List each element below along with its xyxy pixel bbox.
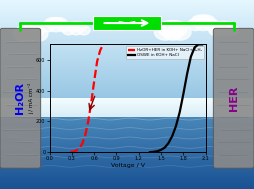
FancyBboxPatch shape <box>0 28 41 168</box>
HzOR+HER in KOH+ NaCl+N₂H₄ <box>96 60 99 63</box>
Line: HzOR+HER in KOH+ NaCl+N₂H₄: HzOR+HER in KOH+ NaCl+N₂H₄ <box>70 44 103 152</box>
Circle shape <box>158 21 180 37</box>
OSWE in KOH+ NaCl <box>152 151 155 153</box>
Circle shape <box>17 23 37 38</box>
OSWE in KOH+ NaCl <box>160 149 163 151</box>
HzOR+HER in KOH+ NaCl+N₂H₄ <box>81 143 84 145</box>
FancyBboxPatch shape <box>93 16 161 30</box>
OSWE in KOH+ NaCl <box>193 46 196 49</box>
Circle shape <box>49 21 63 32</box>
OSWE in KOH+ NaCl <box>171 135 174 137</box>
HzOR+HER in KOH+ NaCl+N₂H₄ <box>78 147 81 149</box>
OSWE in KOH+ NaCl <box>163 146 166 149</box>
OSWE in KOH+ NaCl <box>200 43 203 46</box>
Circle shape <box>62 26 75 35</box>
Circle shape <box>224 25 238 36</box>
OSWE in KOH+ NaCl <box>156 150 159 152</box>
Circle shape <box>187 19 204 30</box>
OSWE in KOH+ NaCl <box>197 43 200 46</box>
Circle shape <box>28 27 48 41</box>
OSWE in KOH+ NaCl <box>148 151 151 153</box>
OSWE in KOH+ NaCl <box>167 142 170 144</box>
Circle shape <box>45 18 59 28</box>
Circle shape <box>56 21 71 32</box>
HzOR+HER in KOH+ NaCl+N₂H₄ <box>90 102 93 104</box>
Circle shape <box>70 26 82 35</box>
Circle shape <box>199 15 215 27</box>
Circle shape <box>21 27 40 41</box>
Circle shape <box>66 22 79 32</box>
Circle shape <box>216 21 231 32</box>
Circle shape <box>154 24 176 40</box>
OSWE in KOH+ NaCl <box>182 93 185 95</box>
OSWE in KOH+ NaCl <box>189 56 192 58</box>
HzOR+HER in KOH+ NaCl+N₂H₄ <box>93 80 96 82</box>
Legend: HzOR+HER in KOH+ NaCl+N₂H₄, OSWE in KOH+ NaCl: HzOR+HER in KOH+ NaCl+N₂H₄, OSWE in KOH+… <box>126 46 204 59</box>
Line: OSWE in KOH+ NaCl: OSWE in KOH+ NaCl <box>150 44 202 152</box>
Circle shape <box>170 24 191 40</box>
Text: H₂OR: H₂OR <box>15 82 25 114</box>
HzOR+HER in KOH+ NaCl+N₂H₄ <box>84 134 87 136</box>
Circle shape <box>209 25 223 36</box>
OSWE in KOH+ NaCl <box>174 125 178 127</box>
Circle shape <box>21 23 40 38</box>
Circle shape <box>41 21 55 32</box>
FancyBboxPatch shape <box>213 28 254 168</box>
Circle shape <box>53 18 67 28</box>
Circle shape <box>70 22 82 31</box>
Circle shape <box>162 24 183 40</box>
OSWE in KOH+ NaCl <box>186 73 189 75</box>
OSWE in KOH+ NaCl <box>178 111 181 113</box>
HzOR+HER in KOH+ NaCl+N₂H₄ <box>102 43 105 46</box>
Y-axis label: j / mA cm⁻²: j / mA cm⁻² <box>29 83 35 114</box>
Circle shape <box>216 25 231 36</box>
Circle shape <box>213 22 227 32</box>
Circle shape <box>203 19 219 30</box>
Circle shape <box>195 19 211 30</box>
Circle shape <box>74 22 86 32</box>
Circle shape <box>49 17 63 28</box>
HzOR+HER in KOH+ NaCl+N₂H₄ <box>87 120 90 122</box>
Text: HER: HER <box>229 86 239 111</box>
Circle shape <box>13 27 33 41</box>
Circle shape <box>77 26 90 35</box>
X-axis label: Voltage / V: Voltage / V <box>111 163 145 168</box>
Circle shape <box>192 15 208 27</box>
Circle shape <box>220 22 234 32</box>
HzOR+HER in KOH+ NaCl+N₂H₄ <box>99 50 102 52</box>
Circle shape <box>195 15 211 27</box>
HzOR+HER in KOH+ NaCl+N₂H₄ <box>75 149 78 152</box>
HzOR+HER in KOH+ NaCl+N₂H₄ <box>69 151 72 153</box>
HzOR+HER in KOH+ NaCl+N₂H₄ <box>72 151 75 153</box>
Circle shape <box>24 23 44 38</box>
Circle shape <box>166 21 187 37</box>
Circle shape <box>162 20 183 36</box>
